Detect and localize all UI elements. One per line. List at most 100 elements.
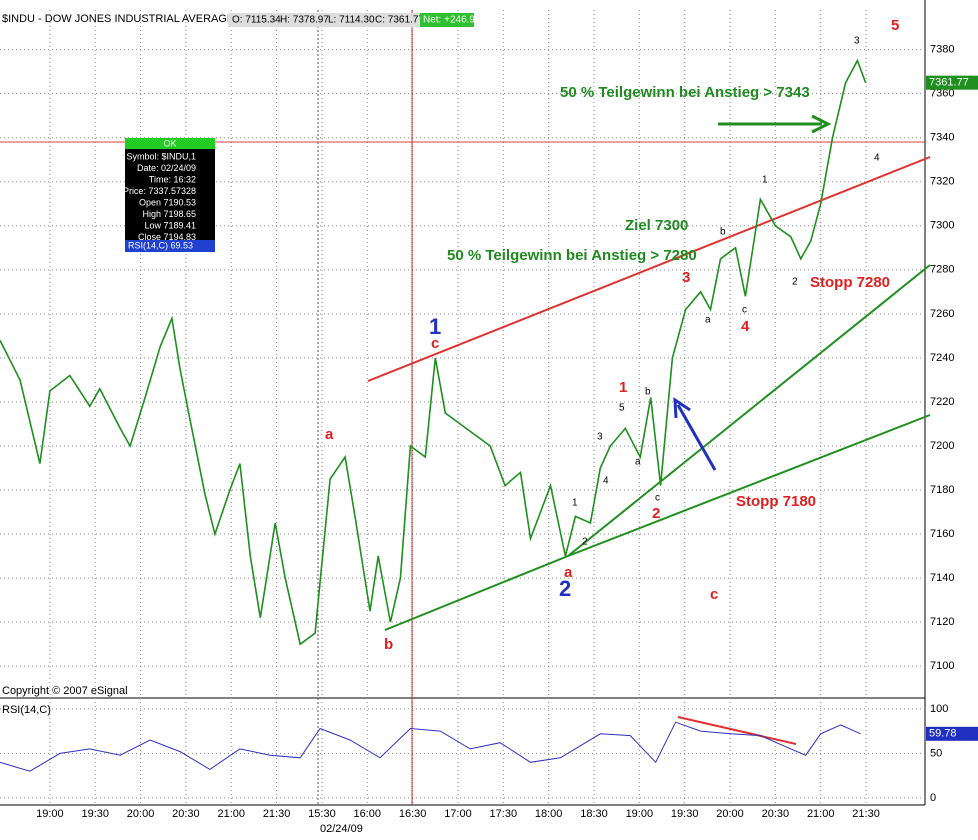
last-value-bg [926, 726, 978, 741]
net: Net: +246.99 [423, 15, 481, 26]
info-indicator: RSI(14,C) 69.53 [128, 240, 193, 250]
wave-label: 5 [619, 403, 625, 414]
y-tick-label: 50 [930, 747, 942, 759]
x-tick-label: 15:30 [308, 808, 336, 820]
wave-label: 5 [891, 17, 899, 34]
wave-label: 1 [762, 175, 768, 186]
y-tick-label: 7300 [930, 220, 954, 232]
wave-label: 2 [582, 537, 588, 548]
info-status-bg [125, 138, 215, 149]
wave-label: 2 [559, 576, 571, 601]
x-tick-label: 20:00 [127, 808, 155, 820]
wave-label: 4 [603, 476, 609, 487]
panel-title: RSI(14,C) [2, 704, 51, 716]
wave-label: a [325, 426, 334, 443]
quote: L: 7114.30 [328, 15, 375, 26]
wave-label: b [645, 387, 651, 398]
y-tick-label: 0 [930, 792, 936, 804]
series-line [0, 58, 867, 646]
x-tick-label: 18:30 [580, 808, 608, 820]
trendline [567, 264, 931, 557]
title: $INDU - DOW JONES INDUSTRIAL AVERAGE,1) [2, 13, 247, 25]
trendline [367, 156, 931, 382]
quote: C: 7361.77 [375, 15, 424, 26]
wave-label: a [564, 564, 573, 581]
wave-label: 3 [854, 36, 860, 47]
wave-label: 2 [792, 277, 798, 288]
info-row: Time: 16:32 [149, 174, 196, 184]
annotation: 50 % Teilgewinn bei Anstieg > 7280 [447, 247, 697, 264]
info-row: Symbol: $INDU,1 [126, 151, 196, 161]
x-tick-label: 18:00 [535, 808, 563, 820]
arrow-head [673, 397, 691, 419]
y-tick-label: 7380 [930, 44, 954, 56]
y-tick-label: 7100 [930, 660, 954, 672]
y-tick-label: 7140 [930, 572, 954, 584]
wave-label: 4 [874, 153, 880, 164]
trendline [567, 414, 931, 557]
quote-bg [228, 13, 474, 27]
wave-label: 1 [429, 314, 441, 339]
wave-label: c [742, 305, 747, 316]
x-tick-label: 21:30 [263, 808, 291, 820]
x-tick-label: 16:00 [354, 808, 382, 820]
info-row: Close 7194.83 [138, 232, 196, 242]
wave-label: c [655, 493, 660, 504]
x-tick-label: 19:30 [81, 808, 109, 820]
x-tick-label: 17:00 [444, 808, 472, 820]
x-tick-label: 19:00 [36, 808, 64, 820]
y-tick-label: 7120 [930, 616, 954, 628]
x-tick-label: 21:00 [217, 808, 245, 820]
y-tick-label: 100 [930, 703, 948, 715]
y-tick-label: 7180 [930, 484, 954, 496]
series-line [0, 721, 861, 772]
info-row: High 7198.65 [142, 209, 196, 219]
last-value-label: 59.78 [929, 728, 957, 740]
y-tick-label: 7220 [930, 396, 954, 408]
info-row: Price: 7337.57328 [123, 186, 196, 196]
arrow [676, 404, 717, 471]
x-tick-label: 21:30 [852, 808, 880, 820]
wave-label: 4 [741, 318, 750, 335]
annotation: 50 % Teilgewinn bei Anstieg > 7343 [560, 84, 810, 101]
info-row: Low 7189.41 [144, 220, 196, 230]
wave-label: 1 [619, 379, 627, 396]
x-tick-label: 17:30 [490, 808, 518, 820]
wave-label: 3 [597, 432, 603, 443]
y-tick-label: 7360 [930, 88, 954, 100]
last-value-label: 7361.77 [929, 77, 969, 89]
y-tick-label: 7260 [930, 308, 954, 320]
info-row: Date: 02/24/09 [137, 163, 196, 173]
quote: O: 7115.34 [232, 15, 281, 26]
x-tick-label: 20:30 [172, 808, 200, 820]
net-bg [420, 13, 474, 27]
y-tick-label: 7280 [930, 264, 954, 276]
info-bg [125, 138, 215, 252]
info-row: Open 7190.53 [139, 197, 196, 207]
y-tick-label: 7320 [930, 176, 954, 188]
wave-label: b [720, 227, 726, 238]
annotation: Ziel 7300 [625, 217, 688, 234]
x-tick-label: 19:00 [626, 808, 654, 820]
info-status: OK [163, 138, 176, 148]
wave-label: 3 [682, 269, 690, 286]
wave-label: 2 [652, 505, 660, 522]
y-tick-label: 7160 [930, 528, 954, 540]
wave-label: c [710, 586, 718, 603]
x-tick-label: 19:30 [671, 808, 699, 820]
y-tick-label: 7340 [930, 132, 954, 144]
wave-label: c [431, 335, 439, 352]
trendline [384, 555, 569, 631]
arrow-head [811, 114, 832, 134]
annotation: Stopp 7280 [810, 274, 890, 291]
x-tick-label: 20:00 [716, 808, 744, 820]
x-tick-label: 20:30 [762, 808, 790, 820]
wave-label: a [705, 315, 711, 326]
last-value-bg [926, 75, 978, 90]
quote: H: 7378.97 [280, 15, 329, 26]
copyright: Copyright © 2007 eSignal [2, 685, 128, 697]
wave-label: a [635, 457, 641, 468]
